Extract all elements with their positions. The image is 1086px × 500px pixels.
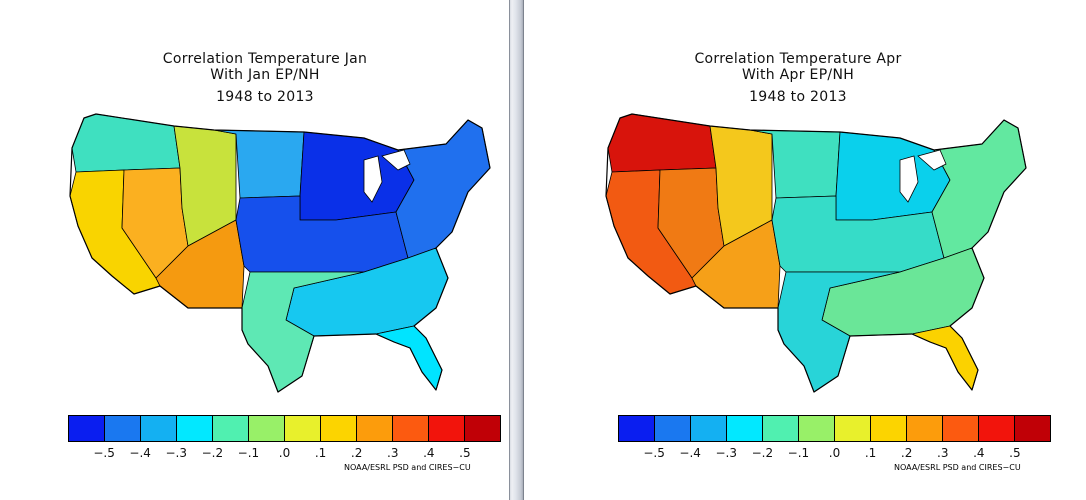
colorbar-swatch	[465, 416, 500, 441]
map-subtitle: With Jan EP/NH	[210, 67, 320, 83]
colorbar-swatch	[619, 416, 655, 441]
colorbar-swatch	[907, 416, 943, 441]
colorbar-tick-label: −.3	[165, 446, 188, 460]
colorbar-swatch	[655, 416, 691, 441]
credit-text: NOAA/ESRL PSD and CIRES−CU	[894, 463, 1021, 472]
colorbar-swatch	[141, 416, 177, 441]
us-outline	[69, 113, 491, 393]
colorbar-tick-label: −.5	[643, 446, 665, 460]
colorbar-swatch	[357, 416, 393, 441]
colorbar-swatch	[1015, 416, 1050, 441]
colorbar-swatch	[105, 416, 141, 441]
colorbar-swatch	[691, 416, 727, 441]
map-subtitle: With Apr EP/NH	[741, 67, 855, 83]
colorbar-tick-label: −.5	[93, 446, 115, 460]
climate-region-florida	[911, 325, 979, 391]
colorbar-swatch	[943, 416, 979, 441]
climate-region-upper-midwest	[835, 131, 951, 221]
great-lake	[363, 155, 383, 203]
colorbar-swatch	[69, 416, 105, 441]
colorbar-tick-label: .1	[314, 446, 327, 460]
colorbar-tick-label: .5	[1009, 446, 1021, 460]
colorbar-tick-label: .5	[459, 446, 471, 460]
colorbar-tick-label: .2	[900, 446, 913, 460]
colorbar-swatch	[979, 416, 1015, 441]
colorbar-tick-label: .1	[864, 446, 877, 460]
colorbar-swatch	[429, 416, 465, 441]
colorbar-tick-label: −.2	[751, 446, 774, 460]
colorbar-tick-label: −.4	[129, 446, 151, 460]
great-lake	[917, 149, 947, 171]
colorbar	[68, 415, 501, 442]
us-correlation-map	[69, 113, 491, 393]
colorbar-swatch	[249, 416, 285, 441]
colorbar-swatch	[177, 416, 213, 441]
colorbar-tick-label: .3	[387, 446, 399, 460]
map-panel-right: Correlation Temperature Apr With Apr EP/…	[524, 0, 1086, 500]
window-divider[interactable]	[509, 0, 524, 500]
map-title: Correlation Temperature Apr	[694, 51, 902, 67]
credit-text: NOAA/ESRL PSD and CIRES−CU	[344, 463, 471, 472]
colorbar	[618, 415, 1051, 442]
climate-region-upper-midwest	[299, 131, 415, 221]
colorbar-swatch	[871, 416, 907, 441]
colorbar-tick-label: .0	[278, 446, 291, 460]
colorbar-tick-label: −.3	[715, 446, 738, 460]
colorbar-tick-label: −.4	[679, 446, 701, 460]
colorbar-tick-label: .4	[423, 446, 435, 460]
colorbar-swatch	[393, 416, 429, 441]
climate-region-pacific-nw	[607, 113, 717, 173]
colorbar-swatch	[799, 416, 835, 441]
great-lake	[381, 149, 411, 171]
colorbar-tick-label: .4	[973, 446, 985, 460]
climate-region-northeast	[395, 119, 491, 259]
colorbar-swatch	[835, 416, 871, 441]
colorbar-swatch	[285, 416, 321, 441]
colorbar-tick-label: .3	[937, 446, 949, 460]
colorbar-ticks: −.5 −.4 −.3 −.2 −.1 .0 .1 .2 .3 .4 .5	[618, 446, 1051, 460]
colorbar-tick-label: −.2	[201, 446, 224, 460]
climate-region-pacific-nw	[71, 113, 181, 173]
map-period: 1948 to 2013	[216, 89, 314, 105]
colorbar-tick-label: −.1	[237, 446, 260, 460]
map-title: Correlation Temperature Jan	[162, 51, 368, 67]
map-period: 1948 to 2013	[749, 89, 847, 105]
map-panel-left: Correlation Temperature Jan With Jan EP/…	[0, 0, 509, 500]
colorbar-tick-label: .0	[828, 446, 841, 460]
colorbar-swatch	[763, 416, 799, 441]
colorbar-tick-label: .2	[350, 446, 363, 460]
colorbar-swatch	[213, 416, 249, 441]
colorbar-ticks: −.5 −.4 −.3 −.2 −.1 .0 .1 .2 .3 .4 .5	[68, 446, 501, 460]
us-correlation-map	[605, 113, 1027, 393]
climate-region-northeast	[931, 119, 1027, 259]
great-lake	[899, 155, 919, 203]
us-outline	[605, 113, 1027, 393]
climate-region-florida	[375, 325, 443, 391]
colorbar-swatch	[727, 416, 763, 441]
colorbar-swatch	[321, 416, 357, 441]
colorbar-tick-label: −.1	[787, 446, 810, 460]
